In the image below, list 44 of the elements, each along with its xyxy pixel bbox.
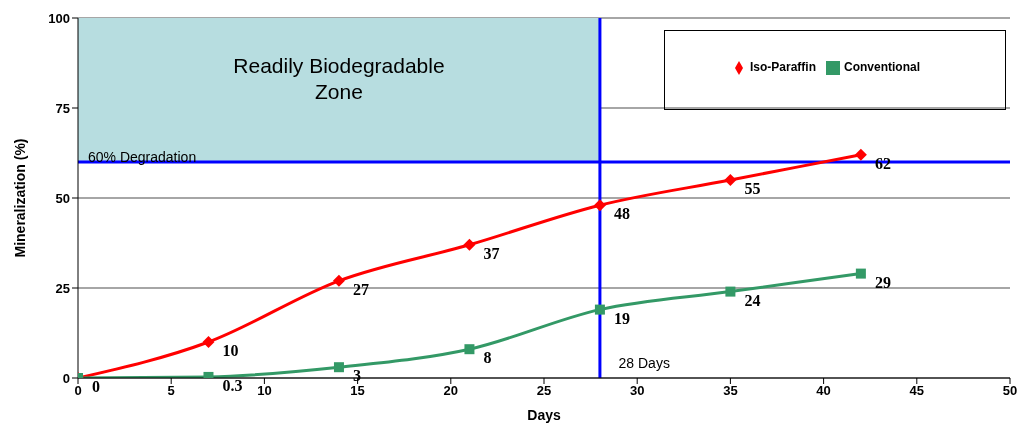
point: [855, 268, 866, 279]
x-tick-label: 15: [350, 383, 365, 399]
x-tick-label: 40: [816, 383, 831, 399]
data-label: 19: [613, 309, 630, 327]
point: [724, 174, 737, 186]
data-label: 0.3: [222, 376, 243, 394]
point: [333, 362, 344, 373]
ref-line-label: 60% Degradation: [88, 149, 197, 165]
point: [854, 148, 867, 161]
data-label: 55: [744, 180, 761, 197]
legend-label: Iso-Paraffin: [749, 60, 816, 74]
point: [725, 286, 736, 297]
x-tick-label: 0: [74, 383, 82, 399]
y-tick-label: 100: [48, 10, 70, 26]
x-tick-label: 10: [257, 383, 272, 399]
data-label: 27: [352, 280, 369, 298]
point: [202, 336, 215, 348]
point: [463, 238, 476, 251]
data-label: 24: [744, 291, 761, 309]
y-tick-label: 50: [55, 190, 70, 206]
x-tick-label: 45: [909, 383, 925, 399]
y-axis-title: Mineralization (%): [11, 138, 28, 258]
data-label: 8: [483, 349, 492, 367]
data-label: 37: [483, 244, 500, 262]
point: [593, 199, 606, 212]
data-label: 48: [613, 205, 630, 223]
data-label: 29: [874, 273, 891, 291]
point: [332, 274, 345, 287]
x-tick-label: 25: [536, 383, 552, 399]
x-tick-label: 30: [629, 383, 645, 399]
x-tick-label: 20: [443, 383, 459, 399]
legend-label: Conventional: [844, 60, 921, 74]
x-tick-label: 35: [723, 383, 738, 399]
x-axis-title: Days: [527, 407, 561, 423]
data-label: 10: [222, 342, 239, 359]
x-tick-label: 50: [1002, 383, 1018, 399]
y-tick-label: 25: [55, 280, 70, 296]
y-tick-label: 75: [55, 100, 70, 116]
x-tick-label: 5: [167, 383, 175, 399]
point: [464, 344, 475, 355]
point: [594, 304, 605, 315]
band-label: Readily Biodegradable Zone: [233, 54, 445, 103]
y-tick-label: 0: [62, 370, 70, 386]
ref-line-label: 28 Days: [618, 355, 670, 371]
